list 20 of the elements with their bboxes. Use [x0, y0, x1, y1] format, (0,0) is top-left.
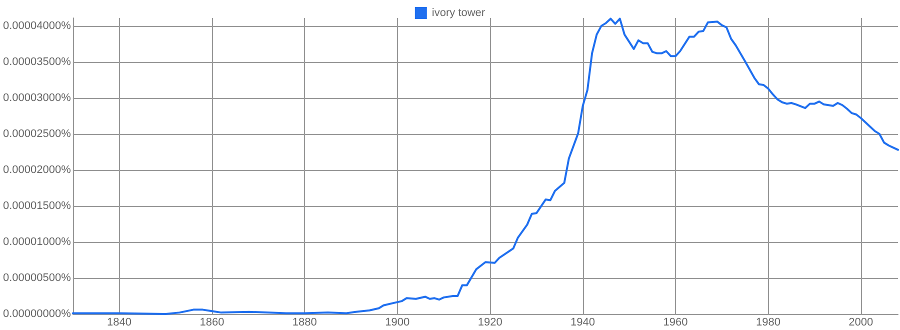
x-tick-label: 1860 — [200, 316, 224, 328]
y-tick-label: 0.00003500% — [2, 56, 72, 68]
x-tick-label: 1840 — [107, 316, 132, 328]
y-tick-label: 0.00001500% — [2, 200, 72, 212]
y-tick-label: 0.00001000% — [2, 236, 72, 248]
y-tick-label: 0.00000000% — [2, 308, 72, 320]
x-tick-label: 1940 — [570, 316, 596, 328]
y-tick-label: 0.00000500% — [2, 272, 72, 284]
legend-label: ivory tower — [432, 7, 486, 19]
y-tick-label: 0.00002500% — [2, 128, 72, 140]
line-series — [72, 18, 899, 315]
x-tick-label: 2000 — [848, 316, 874, 328]
x-tick-label: 1880 — [292, 316, 317, 328]
x-tick-label: 1960 — [663, 316, 688, 328]
y-tick-label: 0.00002000% — [2, 164, 72, 176]
x-tick-label: 1900 — [385, 316, 410, 328]
y-tick-label: 0.00003000% — [2, 92, 72, 104]
y-tick-label: 0.00004000% — [2, 20, 72, 32]
x-tick-label: 1980 — [756, 316, 780, 328]
x-tick-label: 1920 — [478, 316, 502, 328]
